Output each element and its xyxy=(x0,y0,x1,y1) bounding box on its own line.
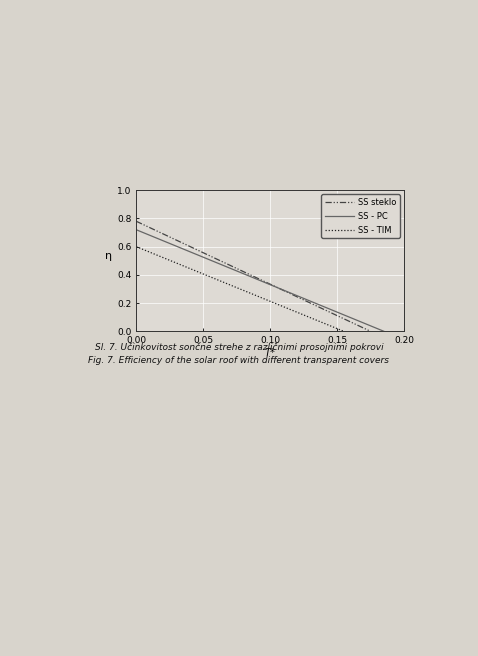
Legend: SS steklo, SS - PC, SS - TIM: SS steklo, SS - PC, SS - TIM xyxy=(321,194,400,238)
Text: Sl. 7. Učinkovitost sončne strehe z različnimi prosojnimi pokrovi: Sl. 7. Učinkovitost sončne strehe z razl… xyxy=(95,342,383,352)
Text: Fig. 7. Efficiency of the solar roof with different transparent covers: Fig. 7. Efficiency of the solar roof wit… xyxy=(88,356,390,365)
X-axis label: T*: T* xyxy=(265,348,275,358)
Y-axis label: η: η xyxy=(105,251,112,260)
